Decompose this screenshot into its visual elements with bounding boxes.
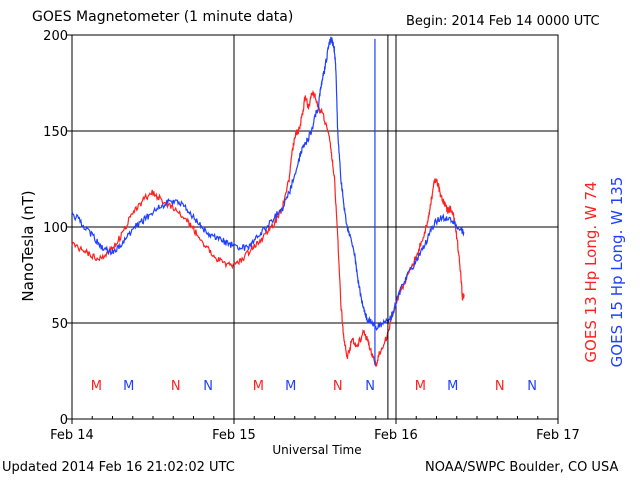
series-line-goes13 bbox=[71, 89, 465, 368]
begin-time: Begin: 2014 Feb 14 0000 UTC bbox=[406, 14, 600, 29]
y-tick-label: 0 bbox=[60, 413, 68, 428]
y-axis-label: NanoTesla (nT) bbox=[19, 190, 37, 302]
updated-timestamp: Updated 2014 Feb 16 21:02:02 UTC bbox=[2, 460, 235, 475]
y-tick-label: 100 bbox=[43, 221, 68, 236]
midnight-annotation: M bbox=[253, 379, 264, 394]
noon-annotation: N bbox=[203, 379, 213, 394]
noon-annotation: N bbox=[495, 379, 505, 394]
y-tick-label: 150 bbox=[43, 125, 68, 140]
midnight-annotation: M bbox=[415, 379, 426, 394]
midnight-annotation: M bbox=[123, 379, 134, 394]
noon-annotation: N bbox=[333, 379, 343, 394]
series-line-goes15 bbox=[71, 36, 465, 331]
x-tick-label: Feb 17 bbox=[536, 428, 580, 443]
x-tick-label: Feb 15 bbox=[212, 428, 256, 443]
midnight-annotation: M bbox=[285, 379, 296, 394]
x-tick-label: Feb 14 bbox=[50, 428, 94, 443]
x-tick-label: Feb 16 bbox=[374, 428, 418, 443]
legend-goes15: GOES 15 Hp Long. W 135 bbox=[608, 176, 626, 368]
midnight-annotation: M bbox=[91, 379, 102, 394]
noon-annotation: N bbox=[365, 379, 375, 394]
y-tick-label: 50 bbox=[51, 317, 68, 332]
midnight-annotation: M bbox=[447, 379, 458, 394]
chart-title: GOES Magnetometer (1 minute data) bbox=[32, 9, 294, 25]
legend-goes13: GOES 13 Hp Long. W 74 bbox=[582, 181, 600, 363]
credit-text: NOAA/SWPC Boulder, CO USA bbox=[425, 460, 619, 475]
x-axis-label: Universal Time bbox=[272, 443, 362, 457]
noon-annotation: N bbox=[527, 379, 537, 394]
y-tick-label: 200 bbox=[43, 29, 68, 44]
noon-annotation: N bbox=[171, 379, 181, 394]
